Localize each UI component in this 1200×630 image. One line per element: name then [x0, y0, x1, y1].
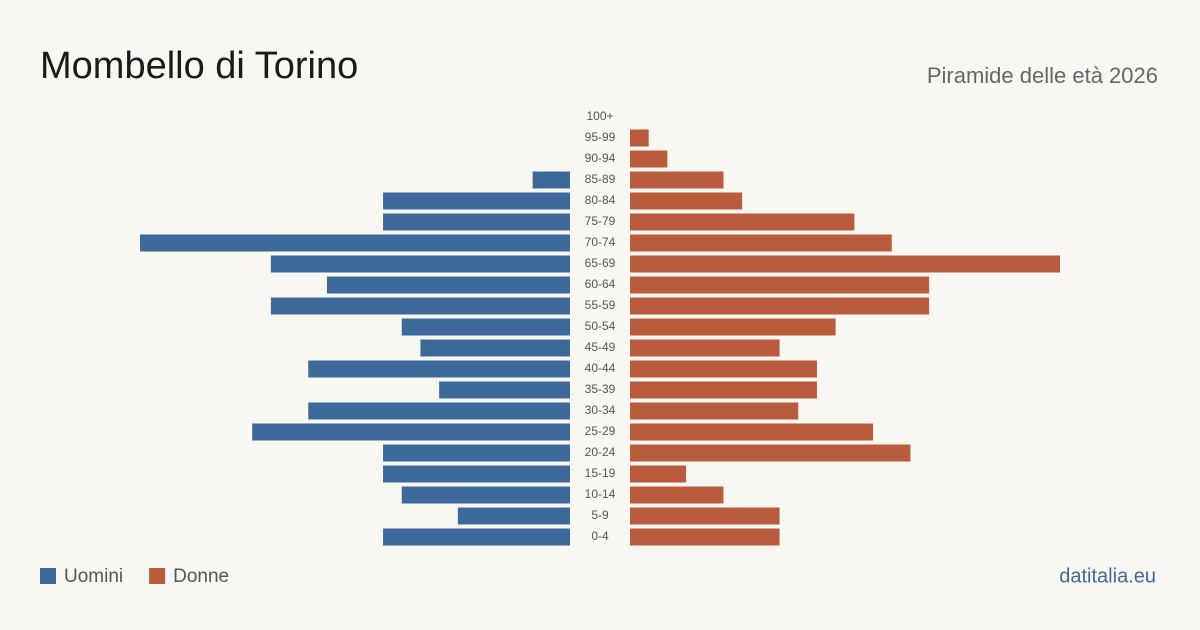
legend-label: Uomini — [64, 566, 123, 587]
legend-label: Donne — [173, 566, 229, 587]
bar — [383, 192, 570, 210]
bar — [630, 318, 836, 336]
chart-title: Mombello di Torino — [40, 45, 358, 87]
bar — [252, 423, 570, 441]
bar — [457, 507, 570, 525]
y-tick-label: 75-79 — [585, 214, 616, 228]
bar — [630, 213, 855, 231]
bar — [630, 360, 817, 378]
y-tick-label: 30-34 — [585, 403, 616, 417]
bar — [630, 297, 930, 315]
bar — [630, 486, 724, 504]
y-tick-label: 85-89 — [585, 172, 616, 186]
bar — [270, 255, 570, 273]
bar — [308, 360, 570, 378]
bar — [401, 486, 570, 504]
bar — [401, 318, 570, 336]
bar — [630, 150, 668, 168]
y-tick-label: 95-99 — [585, 130, 616, 144]
bar — [630, 339, 780, 357]
y-tick-label: 60-64 — [585, 277, 616, 291]
bar — [140, 234, 570, 252]
bar — [383, 213, 570, 231]
bar — [326, 276, 570, 294]
legend-swatch — [149, 568, 166, 584]
bar — [630, 255, 1060, 273]
bar — [420, 339, 570, 357]
y-tick-label: 35-39 — [585, 382, 616, 396]
bar — [630, 507, 780, 525]
y-tick-label: 10-14 — [585, 487, 616, 501]
bar — [383, 465, 570, 483]
bar — [630, 402, 799, 420]
y-tick-label: 15-19 — [585, 466, 616, 480]
bar — [270, 297, 570, 315]
y-tick-label: 5-9 — [591, 508, 609, 522]
source: datitalia.eu — [1059, 565, 1156, 587]
bar — [630, 465, 687, 483]
bar — [630, 276, 930, 294]
bar — [439, 381, 570, 399]
bar — [383, 444, 570, 462]
bar — [630, 423, 874, 441]
y-tick-label: 0-4 — [591, 529, 609, 543]
bar — [630, 381, 817, 399]
y-tick-label: 90-94 — [585, 151, 616, 165]
bar — [630, 129, 649, 147]
bar — [383, 528, 570, 546]
y-tick-label: 70-74 — [585, 235, 616, 249]
y-tick-label: 50-54 — [585, 319, 616, 333]
bar — [630, 444, 911, 462]
legend-swatch — [40, 568, 56, 584]
y-tick-label: 55-59 — [585, 298, 616, 312]
bar — [630, 192, 743, 210]
y-tick-label: 40-44 — [585, 361, 616, 375]
chart-subtitle: Piramide delle età 2026 — [927, 63, 1158, 88]
y-tick-label: 45-49 — [585, 340, 616, 354]
y-tick-label: 25-29 — [585, 424, 616, 438]
bar — [630, 234, 892, 252]
bar — [630, 171, 724, 189]
y-tick-label: 20-24 — [585, 445, 616, 459]
bar — [308, 402, 570, 420]
bar — [630, 528, 780, 546]
bar — [532, 171, 570, 189]
y-tick-label: 80-84 — [585, 193, 616, 207]
y-tick-label: 100+ — [586, 109, 613, 123]
y-tick-label: 65-69 — [585, 256, 616, 270]
